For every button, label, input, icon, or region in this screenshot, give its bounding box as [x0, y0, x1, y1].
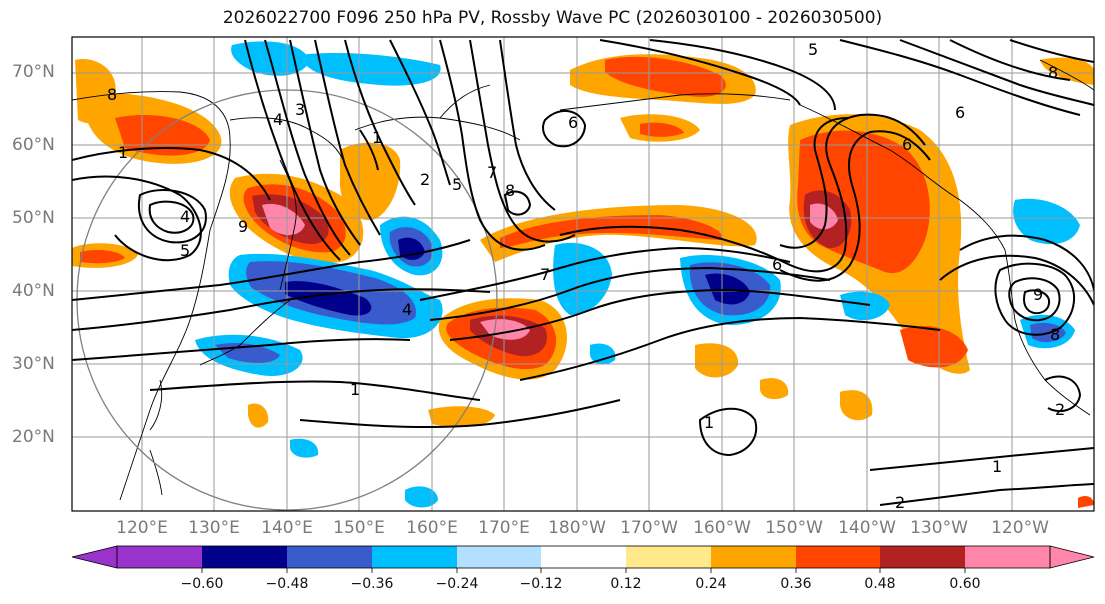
lat-label: 60°N [12, 135, 55, 155]
contour-label: 2 [1055, 400, 1065, 419]
contour-label: 2 [895, 493, 905, 512]
contour-label: 6 [902, 135, 912, 154]
lon-label: 120°E [116, 518, 168, 538]
coastlines [72, 59, 1094, 501]
lon-label: 130°E [188, 518, 240, 538]
colorbar-tick-label: 0.48 [864, 576, 896, 592]
lon-label: 140°W [838, 518, 896, 538]
contour-label: 8 [505, 181, 515, 200]
colorbar-tick-label: −0.36 [350, 576, 394, 592]
lon-label: 160°E [406, 518, 458, 538]
colorbar-tick-label: 0.36 [780, 576, 812, 592]
map-title: 2026022700 F096 250 hPa PV, Rossby Wave … [222, 8, 883, 28]
contour-label: 6 [772, 255, 782, 274]
colorbar-tick-label: −0.24 [435, 576, 479, 592]
lon-label: 170°W [620, 518, 678, 538]
contour-label: 1 [704, 413, 714, 432]
contour-label: 7 [540, 265, 550, 284]
contour-label: 4 [180, 207, 190, 226]
contour-label: 1 [372, 128, 382, 147]
lon-label: 160°W [693, 518, 751, 538]
contour-label: 7 [487, 163, 497, 182]
lon-label: 150°W [765, 518, 823, 538]
colorbar-tick-label: −0.60 [180, 576, 224, 592]
lat-label: 40°N [12, 281, 55, 301]
lon-label: 130°W [910, 518, 968, 538]
contour-label: 8 [107, 85, 117, 104]
contour-label: 8 [1048, 63, 1058, 82]
contour-label: 3 [295, 100, 305, 119]
contour-label: 5 [808, 40, 818, 59]
contour-labels: 8 4 3 1 2 5 7 8 4 5 9 6 5 8 6 4 7 6 1 1 … [107, 40, 1065, 512]
lon-label: 170°E [478, 518, 530, 538]
colorbar-tick-label: −0.12 [519, 576, 563, 592]
colorbar-tick-label: 0.12 [610, 576, 642, 592]
contour-label: 6 [568, 113, 578, 132]
lat-label: 20°N [12, 427, 55, 447]
lon-label: 180°W [548, 518, 606, 538]
lon-label: 140°E [261, 518, 313, 538]
map-frame [71, 36, 1095, 512]
contour-label: 6 [955, 103, 965, 122]
colorbar-tick-label: 0.60 [949, 576, 981, 592]
contour-label: 1 [992, 457, 1002, 476]
contour-label: 8 [1050, 325, 1060, 344]
pv-contours [72, 39, 1094, 506]
contour-label: 5 [180, 241, 190, 260]
colorbar-tick-label: −0.48 [265, 576, 309, 592]
contour-label: 5 [452, 175, 462, 194]
colorbar [71, 545, 1095, 573]
lon-label: 120°W [991, 518, 1049, 538]
contour-label: 1 [118, 143, 128, 162]
colorbar-tick-label: 0.24 [695, 576, 727, 592]
contour-label: 4 [273, 110, 283, 129]
lat-label: 30°N [12, 354, 55, 374]
contour-label: 9 [1033, 285, 1043, 304]
lat-label: 70°N [12, 62, 55, 82]
contour-label: 9 [238, 217, 248, 236]
contour-label: 2 [420, 170, 430, 189]
lat-label: 50°N [12, 208, 55, 228]
contour-label: 1 [350, 380, 360, 399]
lon-label: 150°E [333, 518, 385, 538]
contour-label: 4 [402, 300, 412, 319]
